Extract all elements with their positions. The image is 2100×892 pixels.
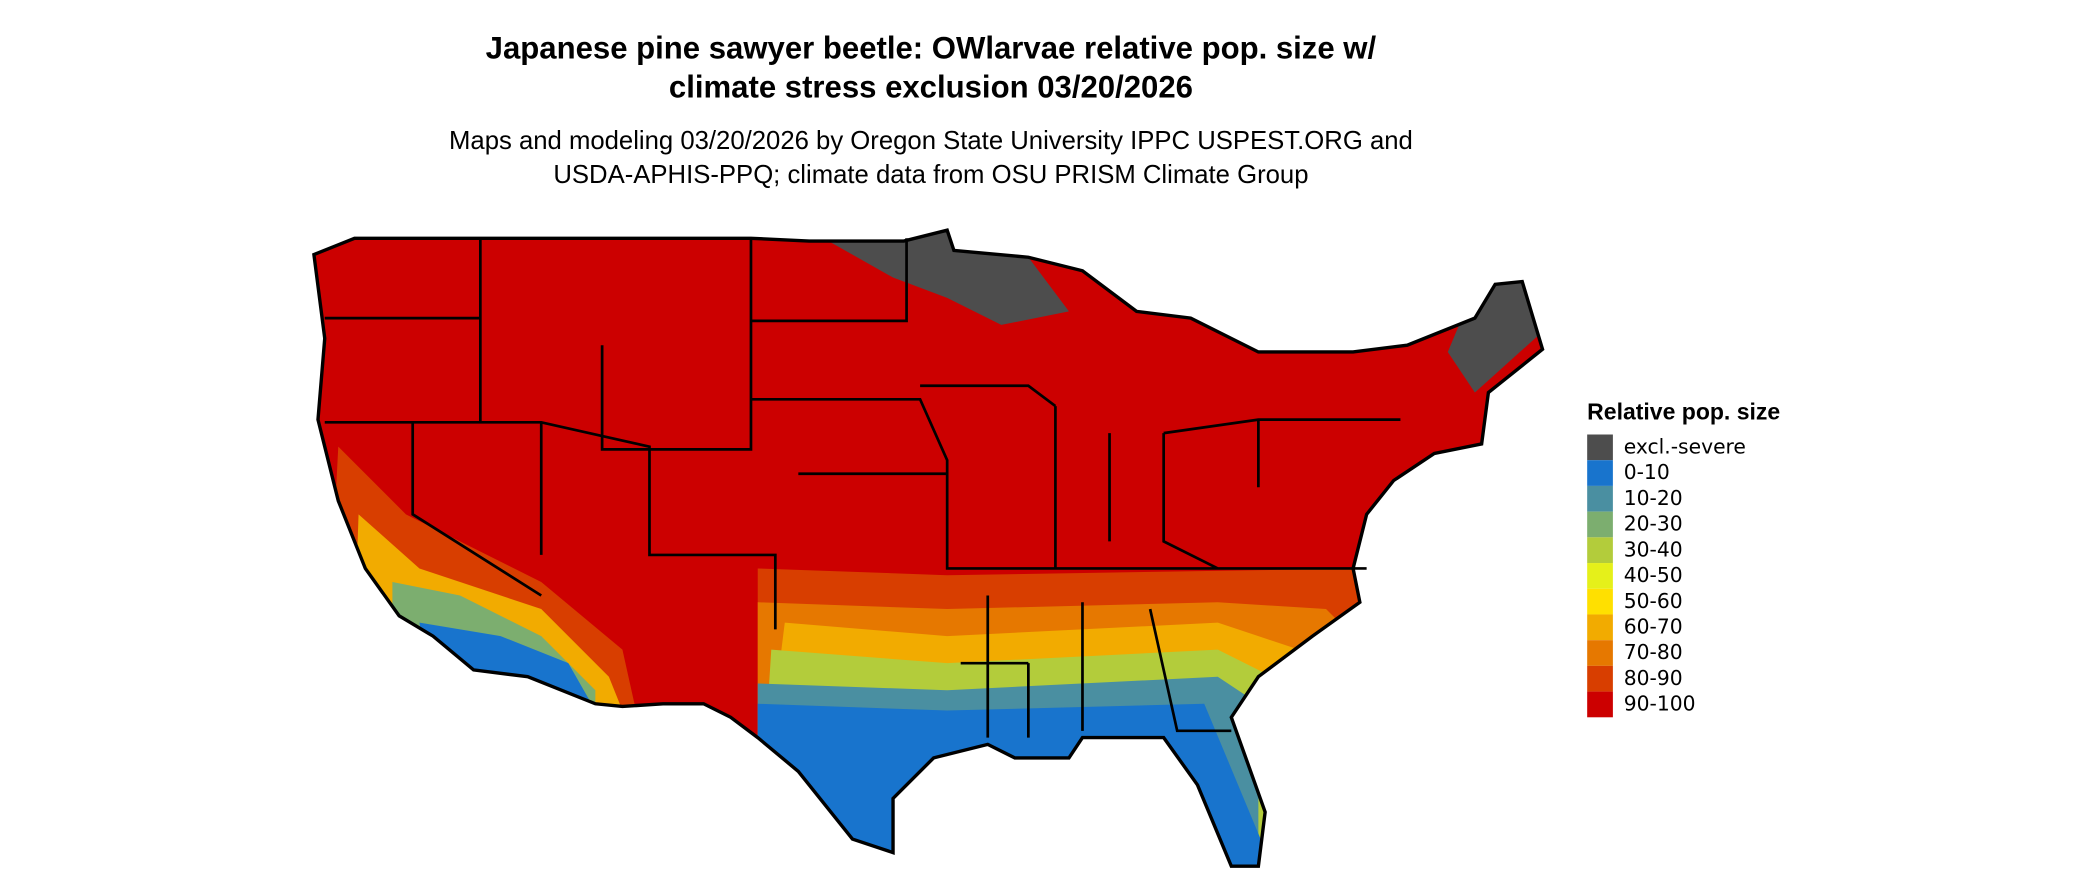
legend-label: excl.-severe	[1624, 435, 1746, 459]
legend-swatch	[1587, 485, 1613, 512]
map	[313, 230, 1543, 867]
legend-swatch	[1587, 460, 1613, 486]
legend-label: 70-80	[1624, 640, 1683, 664]
legend-swatch	[1587, 640, 1613, 666]
legend-swatch	[1587, 537, 1613, 564]
legend-swatch	[1587, 691, 1613, 718]
legend-swatch	[1587, 665, 1613, 692]
legend-swatch	[1587, 588, 1613, 615]
legend-label: 50-60	[1624, 589, 1683, 613]
title-line: Japanese pine sawyer beetle: OWlarvae re…	[486, 30, 1377, 65]
legend-label: 40-50	[1624, 563, 1683, 587]
subtitle-line: Maps and modeling 03/20/2026 by Oregon S…	[449, 127, 1413, 155]
legend-label: 80-90	[1624, 666, 1683, 690]
legend-label: 10-20	[1624, 486, 1683, 510]
legend-label: 90-100	[1624, 692, 1696, 716]
legend-swatch	[1587, 511, 1613, 538]
title-line: climate stress exclusion 03/20/2026	[669, 70, 1193, 105]
subtitle-line: USDA-APHIS-PPQ; climate data from OSU PR…	[553, 161, 1308, 189]
legend-label: 60-70	[1624, 614, 1683, 638]
state-borders	[324, 238, 1401, 738]
legend-swatch	[1587, 614, 1613, 641]
legend-label: 0-10	[1624, 460, 1670, 484]
legend-label: 20-30	[1624, 512, 1683, 536]
legend-swatch	[1587, 434, 1613, 461]
legend-swatch	[1587, 563, 1613, 589]
legend-label: 30-40	[1624, 537, 1683, 561]
legend-title: Relative pop. size	[1587, 399, 1780, 425]
